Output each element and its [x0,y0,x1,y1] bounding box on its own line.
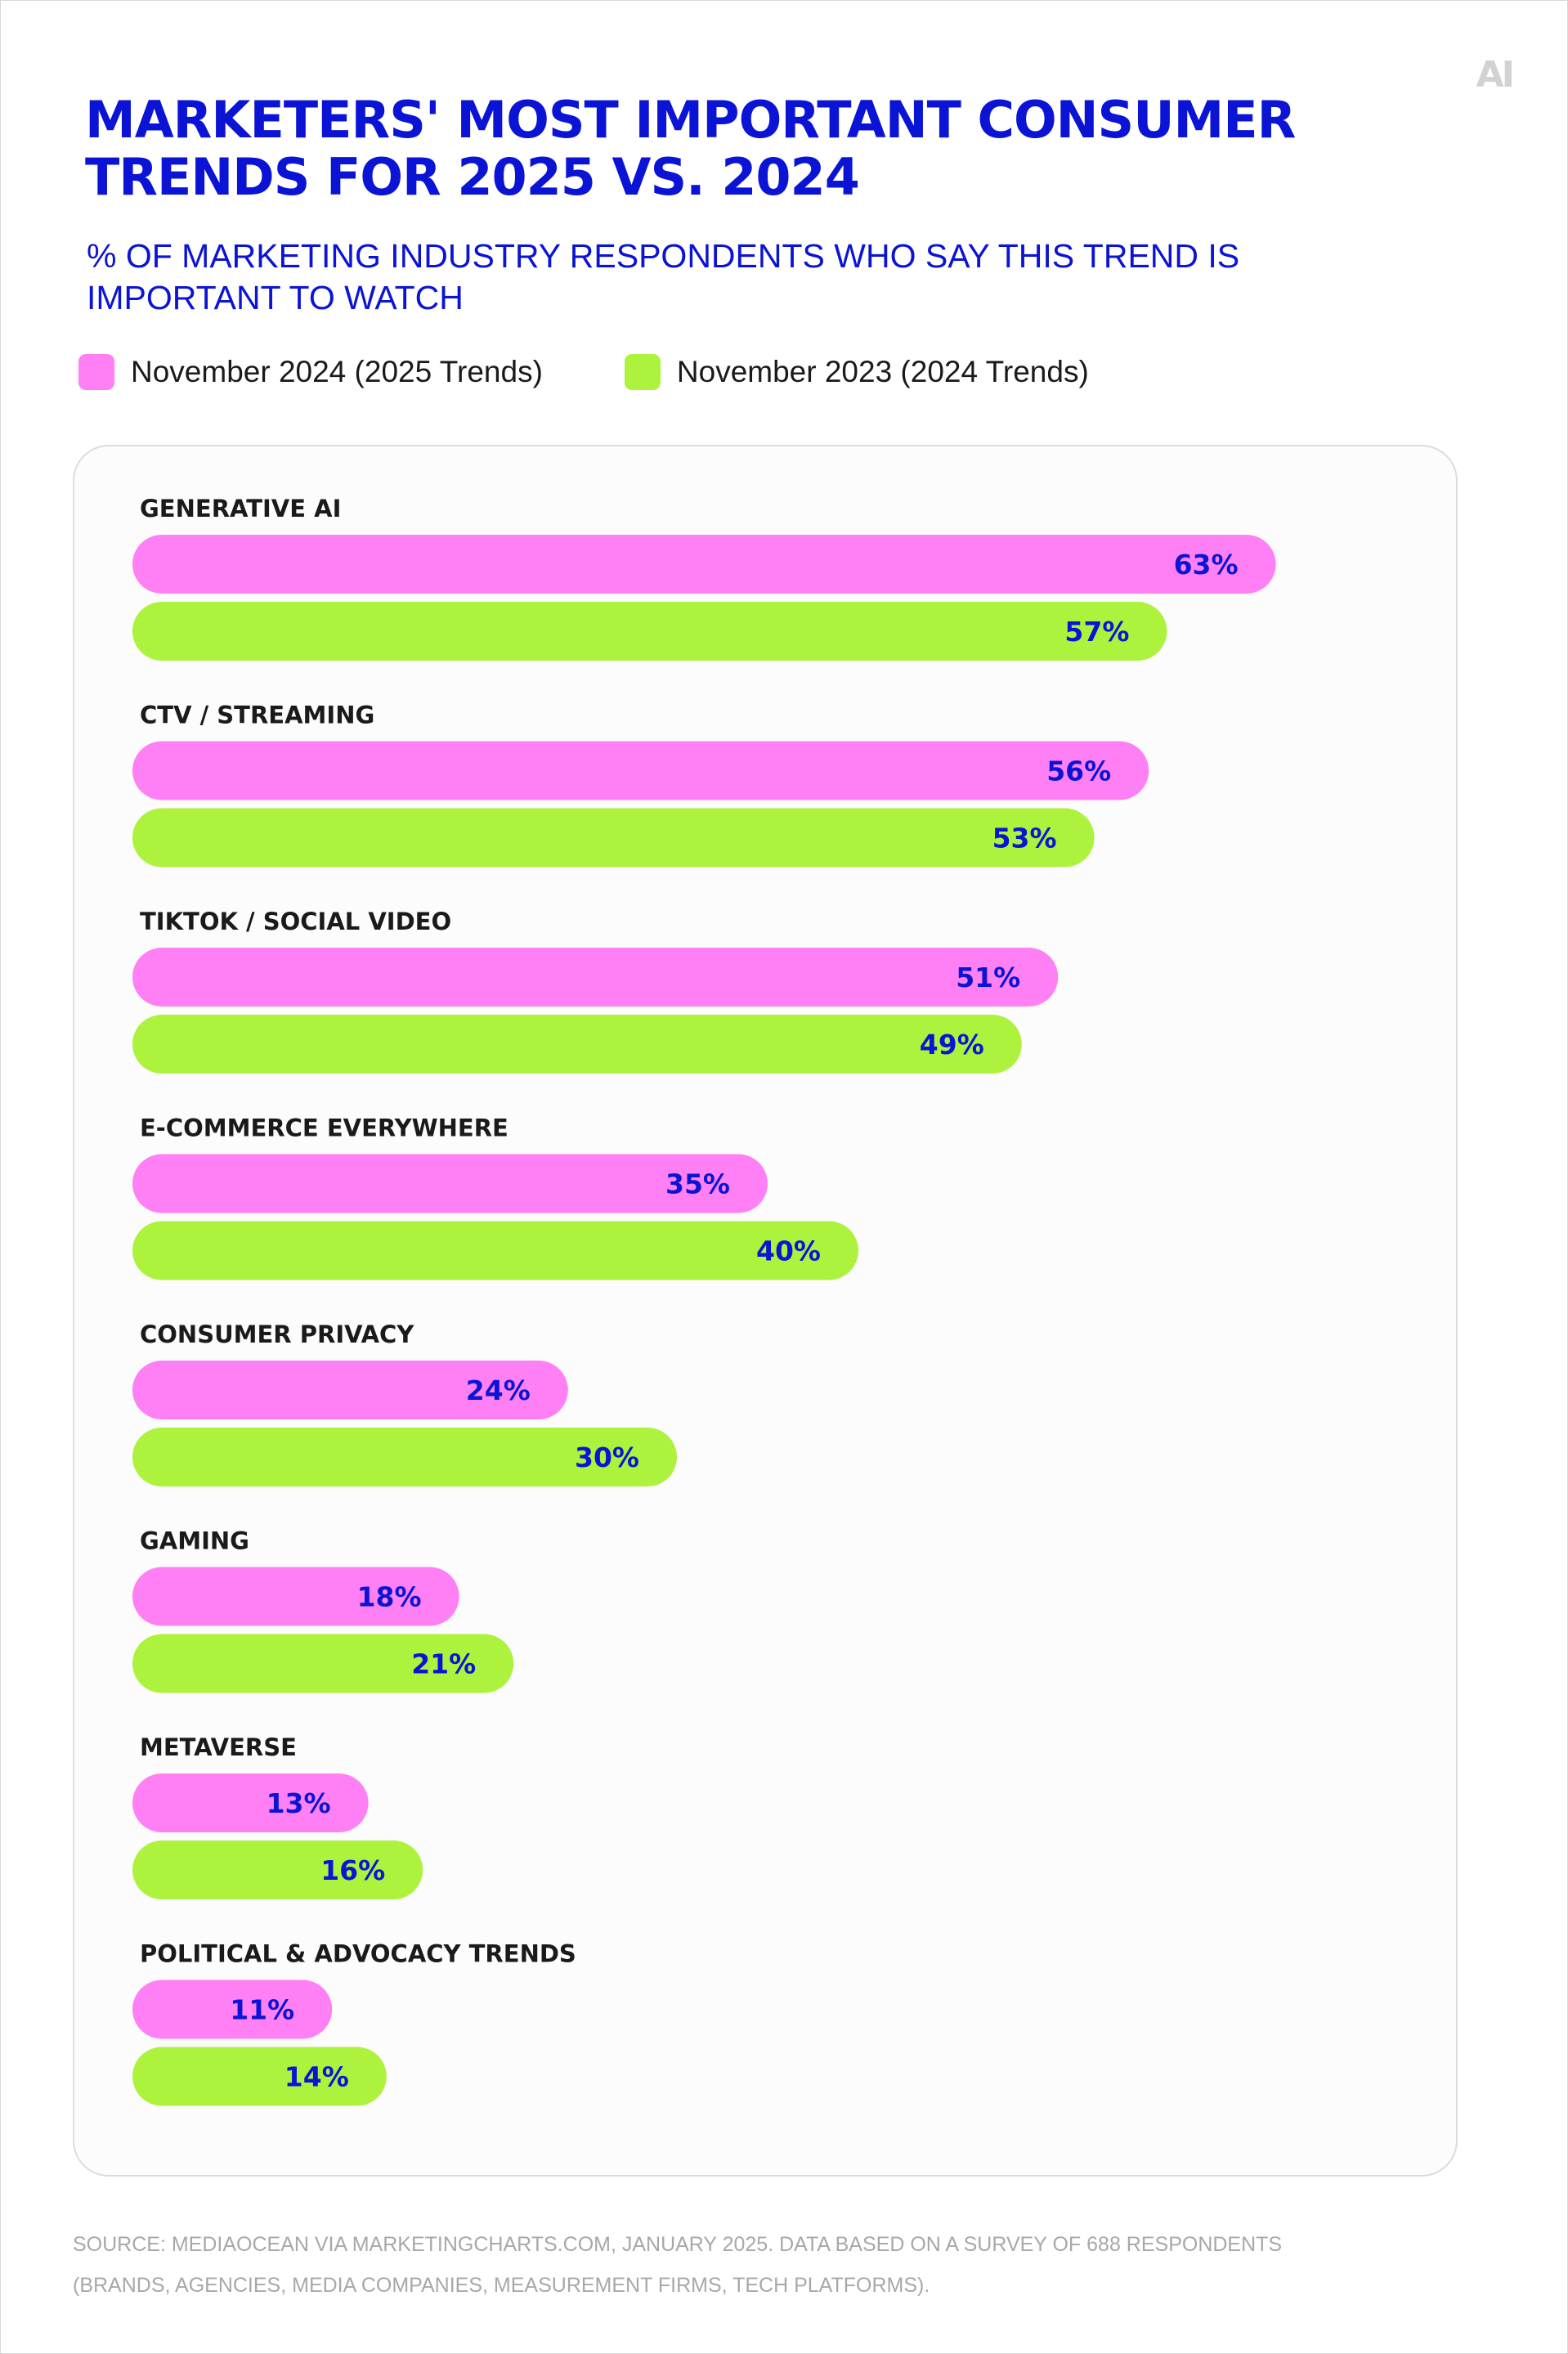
data-label-generative-ai-2024: 57% [1064,616,1129,648]
category-label-consumer-privacy: CONSUMER PRIVACY [140,1320,414,1348]
bar-metaverse-2025 [132,1773,369,1832]
data-label-gaming-2024: 21% [411,1648,476,1680]
bar-ctv-streaming-2025 [132,741,1149,800]
legend-item-2025: November 2024 (2025 Trends) [78,354,543,390]
bar-generative-ai-2025 [132,535,1276,594]
bar-e-commerce-everywhere-2025 [132,1154,768,1213]
bar-consumer-privacy-2025 [132,1361,568,1419]
data-label-e-commerce-everywhere-2025: 35% [665,1168,730,1200]
data-label-metaverse-2024: 16% [320,1854,385,1886]
legend-label-2024: November 2023 (2024 Trends) [676,355,1089,388]
source-note: SOURCE: MEDIAOCEAN VIA MARKETINGCHARTS.C… [73,2233,1283,2297]
bar-ctv-streaming-2024 [132,808,1095,868]
chart-legend: November 2024 (2025 Trends) November 202… [78,352,1171,392]
data-label-consumer-privacy-2024: 30% [575,1442,639,1473]
category-label-metaverse: METAVERSE [140,1733,297,1761]
legend-swatch-2025 [78,354,114,390]
bar-generative-ai-2024 [132,602,1167,661]
legend-swatch-2024 [624,354,661,390]
data-label-ctv-streaming-2024: 53% [992,823,1057,854]
bar-political-advocacy-trends-2024 [132,2047,387,2106]
category-label-e-commerce-everywhere: E-COMMERCE EVERYWHERE [140,1114,508,1142]
chart-card: GENERATIVE AI 63% 57% CTV / STREAMING 56% 53%… [73,445,1458,2177]
data-label-gaming-2025: 18% [357,1581,422,1613]
bar-gaming-2024 [132,1634,514,1693]
category-label-gaming: GAMING [140,1527,249,1555]
bar-chart: GENERATIVE AI 63% 57% CTV / STREAMING 56% 53%… [132,495,1276,2106]
data-label-political-advocacy-trends-2024: 14% [284,2061,349,2093]
bar-e-commerce-everywhere-2024 [132,1221,858,1280]
data-label-tiktok-social-video-2024: 49% [920,1029,984,1060]
bar-consumer-privacy-2024 [132,1428,677,1486]
data-label-e-commerce-everywhere-2024: 40% [756,1235,821,1267]
bar-metaverse-2024 [132,1841,423,1899]
bar-tiktok-social-video-2024 [132,1015,1022,1074]
data-label-political-advocacy-trends-2025: 11% [230,1994,294,2026]
data-label-tiktok-social-video-2025: 51% [956,962,1020,993]
data-label-metaverse-2025: 13% [267,1787,331,1819]
bar-tiktok-social-video-2025 [132,948,1059,1007]
data-label-ctv-streaming-2025: 56% [1046,756,1111,787]
bar-political-advocacy-trends-2025 [132,1980,333,2039]
legend-label-2025: November 2024 (2025 Trends) [131,355,543,388]
chart-title: MARKETERS' MOST IMPORTANT CONSUMER TREND… [85,90,1296,207]
category-label-ctv-streaming: CTV / STREAMING [140,702,374,729]
brand-logo: AI [1476,54,1515,96]
data-label-consumer-privacy-2025: 24% [466,1374,531,1406]
category-label-political-advocacy-trends: POLITICAL & ADVOCACY TRENDS [140,1940,576,1968]
chart-subtitle: % OF MARKETING INDUSTRY RESPONDENTS WHO … [87,237,1240,316]
data-label-generative-ai-2025: 63% [1174,549,1239,581]
category-label-tiktok-social-video: TIKTOK / SOCIAL VIDEO [140,908,451,935]
legend-item-2024: November 2023 (2024 Trends) [624,354,1089,390]
bar-gaming-2025 [132,1567,459,1626]
category-label-generative-ai: GENERATIVE AI [140,495,341,522]
